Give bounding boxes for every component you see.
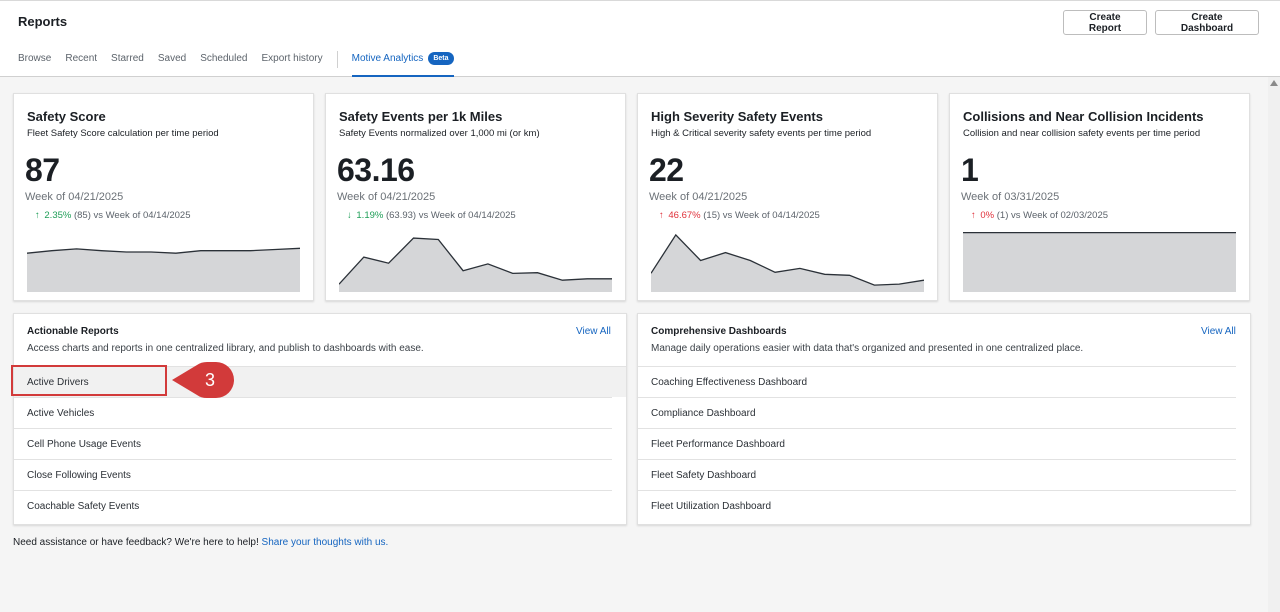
list-item-coachable-safety[interactable]: Coachable Safety Events	[14, 490, 612, 521]
list-item-active-drivers[interactable]: Active Drivers	[14, 366, 626, 397]
annotation-step-callout: 3	[172, 362, 234, 398]
metric-subtitle: High & Critical severity safety events p…	[651, 128, 872, 139]
sparkline-line	[339, 237, 612, 285]
create-dashboard-button[interactable]: Create Dashboard	[1155, 10, 1259, 35]
report-list: Active Drivers Active Vehicles Cell Phon…	[14, 366, 626, 521]
page-scrollbar[interactable]	[1268, 77, 1280, 612]
annotation-step-number: 3	[205, 370, 215, 390]
feedback-text: Need assistance or have feedback? We're …	[13, 537, 259, 548]
section-description: Manage daily operations easier with data…	[651, 343, 1084, 354]
metric-card-collisions[interactable]: Collisions and Near Collision Incidents …	[949, 93, 1250, 301]
metric-subtitle: Fleet Safety Score calculation per time …	[27, 128, 219, 139]
tab-motive-analytics-label: Motive Analytics	[351, 53, 424, 64]
report-tabs: Browse Recent Starred Saved Scheduled Ex…	[18, 49, 468, 77]
tab-divider	[336, 51, 338, 68]
metric-value: 63.16	[337, 152, 415, 188]
metric-value: 1	[961, 152, 979, 188]
tab-export-history[interactable]: Export history	[261, 53, 323, 64]
feedback-footer: Need assistance or have feedback? We're …	[13, 537, 388, 548]
arrow-up-icon: ↑	[971, 210, 976, 221]
arrow-up-icon: ↑	[35, 210, 40, 221]
section-title: Comprehensive Dashboards	[651, 326, 787, 337]
change-comparison: (1) vs Week of 02/03/2025	[996, 210, 1109, 221]
sparkline-chart	[651, 233, 924, 292]
dashboard-list: Coaching Effectiveness Dashboard Complia…	[638, 366, 1250, 521]
list-item-compliance[interactable]: Compliance Dashboard	[638, 397, 1236, 428]
sparkline-chart	[339, 237, 612, 292]
arrow-up-icon: ↑	[659, 210, 664, 221]
change-percent: 0%	[980, 210, 995, 221]
list-item-cell-phone-usage[interactable]: Cell Phone Usage Events	[14, 428, 612, 459]
sparkline-chart	[27, 247, 300, 292]
metric-title: Collisions and Near Collision Incidents	[963, 109, 1204, 124]
sparkline-line	[27, 247, 300, 254]
sparkline-area	[27, 248, 300, 292]
metric-change: ↑ 2.35% (85) vs Week of 04/14/2025	[35, 210, 191, 221]
metric-title: Safety Score	[27, 109, 106, 124]
page-title: Reports	[18, 14, 68, 29]
tab-saved[interactable]: Saved	[157, 53, 187, 64]
list-item-fleet-safety[interactable]: Fleet Safety Dashboard	[638, 459, 1236, 490]
annotation-highlight-box	[11, 365, 167, 396]
actionable-reports-card: Actionable Reports View All Access chart…	[13, 313, 627, 525]
metric-week: Week of 03/31/2025	[961, 191, 1060, 203]
metric-change: ↑ 0% (1) vs Week of 02/03/2025	[971, 210, 1108, 221]
list-item-active-vehicles[interactable]: Active Vehicles	[14, 397, 612, 428]
metric-subtitle: Safety Events normalized over 1,000 mi (…	[339, 128, 540, 139]
change-percent: 1.19%	[356, 210, 384, 221]
change-comparison: (15) vs Week of 04/14/2025	[703, 210, 820, 221]
sparkline-chart	[963, 231, 1236, 292]
metric-title: High Severity Safety Events	[651, 109, 823, 124]
sparkline-area	[651, 234, 924, 292]
change-comparison: (85) vs Week of 04/14/2025	[73, 210, 191, 221]
list-item-fleet-performance[interactable]: Fleet Performance Dashboard	[638, 428, 1236, 459]
metric-card-high-severity-events[interactable]: High Severity Safety Events High & Criti…	[637, 93, 938, 301]
metric-week: Week of 04/21/2025	[337, 191, 436, 203]
comprehensive-dashboards-card: Comprehensive Dashboards View All Manage…	[637, 313, 1251, 525]
tab-motive-analytics[interactable]: Motive Analytics Beta	[351, 49, 454, 77]
page-header: Reports Create Report Create Dashboard B…	[0, 0, 1280, 77]
metric-value: 87	[25, 152, 60, 188]
metric-change: ↓ 1.19% (63.93) vs Week of 04/14/2025	[347, 210, 516, 221]
list-item-fleet-utilization[interactable]: Fleet Utilization Dashboard	[638, 490, 1236, 521]
metric-value: 22	[649, 152, 684, 188]
metric-card-safety-events-per-1k[interactable]: Safety Events per 1k Miles Safety Events…	[325, 93, 626, 301]
metric-week: Week of 04/21/2025	[25, 191, 124, 203]
change-percent: 46.67%	[668, 210, 701, 221]
sparkline-area	[963, 232, 1236, 292]
change-comparison: (63.93) vs Week of 04/14/2025	[385, 210, 516, 221]
callout-shape	[172, 362, 234, 398]
beta-badge: Beta	[428, 52, 454, 65]
metric-title: Safety Events per 1k Miles	[339, 109, 503, 124]
feedback-link[interactable]: Share your thoughts with us.	[261, 537, 389, 548]
tab-starred[interactable]: Starred	[111, 53, 144, 64]
create-report-button[interactable]: Create Report	[1063, 10, 1147, 35]
view-all-link[interactable]: View All	[1201, 326, 1236, 337]
metric-card-safety-score[interactable]: Safety Score Fleet Safety Score calculat…	[13, 93, 314, 301]
tab-recent[interactable]: Recent	[65, 53, 98, 64]
list-item-close-following[interactable]: Close Following Events	[14, 459, 612, 490]
arrow-down-icon: ↓	[347, 210, 352, 221]
change-percent: 2.35%	[44, 210, 72, 221]
tab-browse[interactable]: Browse	[18, 53, 52, 64]
scroll-up-arrow-icon[interactable]	[1270, 80, 1278, 86]
list-item-coaching-effectiveness[interactable]: Coaching Effectiveness Dashboard	[638, 366, 1236, 397]
view-all-link[interactable]: View All	[576, 326, 611, 337]
section-title: Actionable Reports	[27, 326, 119, 337]
tab-scheduled[interactable]: Scheduled	[200, 53, 248, 64]
metric-subtitle: Collision and near collision safety even…	[963, 128, 1201, 139]
sparkline-line	[651, 233, 924, 286]
metric-change: ↑ 46.67% (15) vs Week of 04/14/2025	[659, 210, 820, 221]
sparkline-area	[339, 238, 612, 292]
section-description: Access charts and reports in one central…	[27, 343, 424, 354]
metric-week: Week of 04/21/2025	[649, 191, 748, 203]
